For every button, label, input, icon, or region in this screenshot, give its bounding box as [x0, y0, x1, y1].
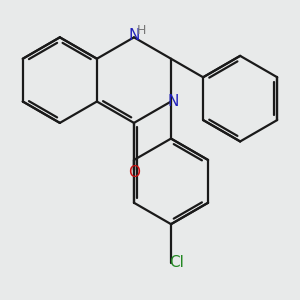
- Text: H: H: [137, 24, 146, 37]
- Text: N: N: [128, 28, 140, 43]
- Text: N: N: [167, 94, 179, 109]
- Text: O: O: [128, 165, 140, 180]
- Text: Cl: Cl: [169, 255, 184, 270]
